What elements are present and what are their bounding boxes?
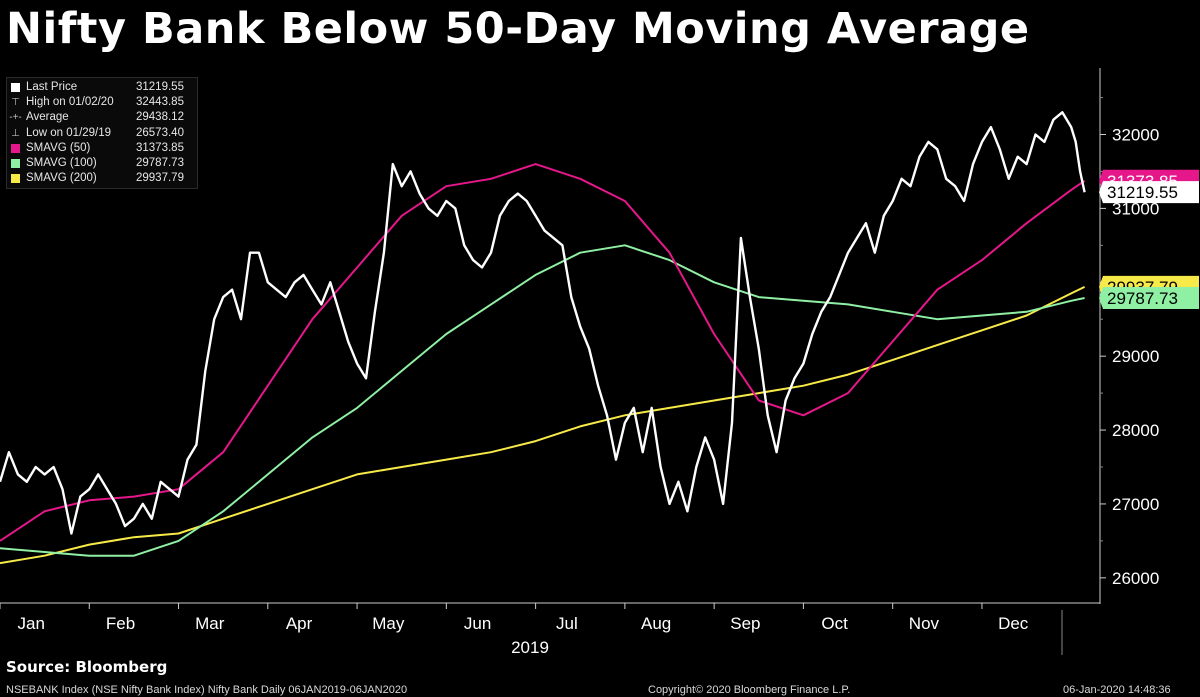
legend-value: 32443.85 bbox=[136, 96, 184, 109]
series-line-smavg-50 bbox=[0, 163, 1086, 542]
end-value-labels: 31373.8531219.5529937.7929787.73 bbox=[1099, 169, 1199, 309]
series-line-last-price bbox=[0, 111, 1086, 535]
x-tick-label: Oct bbox=[821, 614, 848, 633]
end-label-text: 29787.73 bbox=[1107, 289, 1178, 308]
legend-label: Low on 01/29/19 bbox=[26, 126, 112, 139]
x-tick-label: Feb bbox=[106, 614, 135, 633]
legend-value: 26573.40 bbox=[136, 126, 184, 139]
legend-item: SMAVG (50) 31373.85 bbox=[7, 141, 197, 156]
y-tick-label: 32000 bbox=[1112, 126, 1159, 145]
legend-item: ⊥ Low on 01/29/19 26573.40 bbox=[7, 126, 197, 141]
legend-swatch bbox=[9, 174, 22, 184]
x-tick-label: Jun bbox=[464, 614, 491, 633]
y-tick-label: 31000 bbox=[1112, 199, 1159, 218]
legend-swatch: -+- bbox=[9, 112, 22, 124]
legend-swatch bbox=[9, 83, 22, 93]
legend-item: SMAVG (200) 29937.79 bbox=[7, 171, 197, 186]
chart-title: Nifty Bank Below 50-Day Moving Average bbox=[6, 4, 1030, 54]
footer-copyright: Copyright© 2020 Bloomberg Finance L.P. bbox=[648, 684, 851, 696]
legend-label: SMAVG (100) bbox=[26, 156, 97, 169]
legend: Last Price 31219.55 ⊤ High on 01/02/20 32443… bbox=[6, 77, 198, 190]
x-tick-label: Nov bbox=[909, 614, 940, 633]
y-tick-label: 26000 bbox=[1112, 569, 1159, 588]
legend-swatch: ⊥ bbox=[11, 127, 20, 139]
x-tick-label: Jan bbox=[18, 614, 45, 633]
x-tick-label: Sep bbox=[730, 614, 760, 633]
legend-label: Last Price bbox=[26, 81, 78, 93]
x-tick-label: Apr bbox=[286, 614, 313, 633]
legend-item: -+- Average 29438.12 bbox=[7, 110, 197, 125]
end-label-box bbox=[1099, 181, 1199, 204]
legend-label: SMAVG (200) bbox=[26, 172, 97, 185]
x-tick-label: Jul bbox=[556, 614, 578, 633]
end-label-text: 31219.55 bbox=[1107, 183, 1178, 202]
legend-value: 29787.73 bbox=[136, 156, 184, 169]
legend-label: SMAVG (50) bbox=[26, 141, 91, 154]
y-tick-label: 29000 bbox=[1112, 347, 1159, 366]
end-label: 29787.73 bbox=[1099, 286, 1199, 309]
legend-swatch bbox=[9, 159, 22, 169]
end-label-box bbox=[1099, 286, 1199, 309]
legend-label: Average bbox=[26, 111, 69, 124]
x-tick-label: Aug bbox=[641, 614, 671, 633]
x-tick-label: May bbox=[372, 614, 405, 633]
x-tick-label: Dec bbox=[998, 614, 1029, 633]
source-text: Source: Bloomberg bbox=[6, 658, 168, 676]
legend-item: ⊤ High on 01/02/20 32443.85 bbox=[7, 95, 197, 110]
x-year-label: 2019 bbox=[511, 638, 549, 657]
y-tick-label: 28000 bbox=[1112, 421, 1159, 440]
series-lines bbox=[0, 111, 1086, 565]
legend-label: High on 01/02/20 bbox=[26, 96, 114, 109]
footer-description: NSEBANK Index (NSE Nifty Bank Index) Nif… bbox=[6, 684, 408, 696]
legend-value: 31219.55 bbox=[136, 81, 184, 93]
x-tick-label: Mar bbox=[195, 614, 225, 633]
legend-swatch bbox=[9, 143, 22, 153]
end-label: 31219.55 bbox=[1099, 181, 1199, 204]
footer-timestamp: 06-Jan-2020 14:48:36 bbox=[1063, 684, 1171, 696]
legend-item: SMAVG (100) 29787.73 bbox=[7, 156, 197, 171]
legend-item: Last Price 31219.55 bbox=[7, 80, 197, 95]
y-tick-label: 27000 bbox=[1112, 495, 1159, 514]
series-line-smavg-200 bbox=[0, 286, 1086, 565]
series-line-smavg-100 bbox=[0, 244, 1085, 557]
legend-value: 31373.85 bbox=[136, 141, 184, 154]
legend-swatch: ⊤ bbox=[11, 97, 20, 109]
legend-value: 29937.79 bbox=[136, 172, 184, 185]
legend-value: 29438.12 bbox=[136, 111, 184, 124]
